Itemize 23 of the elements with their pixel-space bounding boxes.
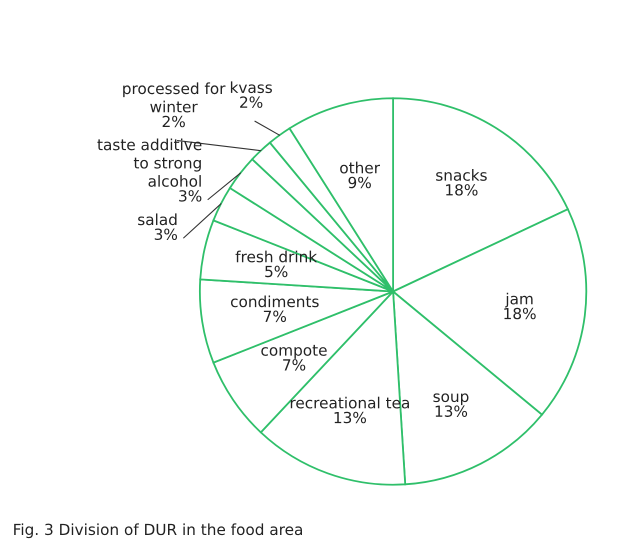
data-label: 2% — [162, 116, 185, 128]
data-label: 3% — [179, 190, 202, 202]
data-label: 7% — [264, 310, 286, 322]
slice-label: condiments — [230, 295, 319, 308]
data-label: 3% — [154, 228, 178, 240]
slice-label: compote — [261, 344, 327, 359]
data-label: 13% — [334, 412, 366, 424]
data-label: 2% — [240, 96, 262, 108]
data-label: 5% — [265, 266, 288, 278]
slice-label: snacks — [436, 169, 487, 181]
data-label: 7% — [283, 359, 306, 371]
slice-label: other — [340, 162, 380, 174]
slice-label: processed for winter — [123, 82, 226, 112]
slice-label: taste additive to strong alcohol — [97, 138, 202, 187]
data-label: 9% — [348, 176, 371, 188]
data-label: 13% — [436, 405, 468, 417]
data-label: 18% — [446, 184, 478, 196]
slice-label: kvass — [230, 81, 272, 94]
caption: Fig. 3 Division of DUR in the food area — [14, 523, 302, 538]
slice-label: salad — [138, 213, 176, 226]
data-label: 18% — [504, 308, 536, 320]
slice-label: jam — [505, 292, 533, 308]
slice-label: soup — [433, 393, 468, 406]
